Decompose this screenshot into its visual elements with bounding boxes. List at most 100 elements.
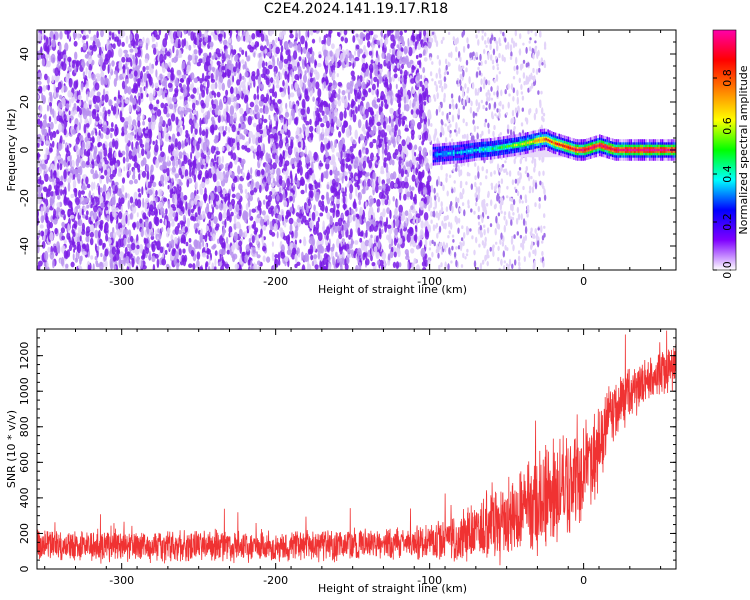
- noise-cell: [386, 224, 392, 229]
- noise-cell: [69, 154, 72, 162]
- noise-cell: [411, 186, 415, 191]
- noise-cell: [248, 224, 251, 231]
- noise-cell: [219, 253, 222, 262]
- noise-cell: [206, 86, 209, 95]
- noise-cell: [179, 256, 182, 262]
- noise-cell: [334, 173, 338, 180]
- noise-cell: [315, 115, 320, 126]
- noise-cell: [60, 256, 65, 267]
- noise-cell: [146, 243, 151, 249]
- noise-cell: [183, 194, 188, 201]
- noise-cell: [238, 240, 243, 247]
- noise-cell: [115, 207, 119, 213]
- noise-cell: [269, 174, 274, 179]
- noise-cell: [307, 198, 311, 207]
- noise-cell: [418, 53, 423, 58]
- noise-cell: [139, 218, 143, 224]
- noise-cell: [379, 67, 383, 73]
- noise-cell: [128, 170, 132, 176]
- noise-cell: [96, 30, 99, 39]
- noise-cell: [41, 92, 44, 101]
- noise-cell: [414, 41, 417, 50]
- noise-cell: [380, 165, 385, 174]
- noise-cell: [268, 64, 273, 70]
- noise-cell: [190, 72, 195, 80]
- noise-cell: [423, 101, 427, 106]
- noise-cell: [182, 151, 187, 156]
- noise-cell: [290, 108, 295, 117]
- noise-cell: [337, 217, 343, 227]
- noise-cell: [138, 259, 142, 267]
- noise-cell: [71, 129, 77, 135]
- noise-cell: [380, 212, 384, 217]
- noise-cell: [301, 58, 305, 66]
- noise-cell: [151, 255, 156, 263]
- noise-cell: [367, 221, 371, 226]
- noise-cell: [235, 61, 238, 69]
- noise-cell: [263, 118, 268, 123]
- noise-cell: [392, 196, 395, 202]
- noise-cell: [352, 214, 356, 222]
- noise-cell: [54, 227, 58, 235]
- noise-cell: [401, 139, 406, 147]
- noise-cell: [85, 197, 90, 203]
- noise-cell: [228, 38, 232, 44]
- noise-cell: [156, 109, 162, 117]
- noise-cell: [409, 159, 413, 168]
- noise-cell: [255, 151, 260, 157]
- noise-cell: [343, 109, 347, 119]
- noise-cell: [188, 96, 191, 102]
- noise-cell: [205, 225, 209, 232]
- noise-cell: [100, 175, 105, 180]
- noise-cell: [273, 46, 276, 54]
- noise-cell: [217, 115, 221, 124]
- noise-cell: [109, 157, 114, 166]
- noise-cell: [249, 101, 255, 108]
- noise-cell: [337, 152, 341, 159]
- noise-cell: [276, 167, 281, 177]
- noise-cell: [338, 243, 341, 252]
- noise-cell: [135, 56, 138, 66]
- noise-cell: [129, 33, 133, 41]
- noise-cell: [81, 211, 84, 216]
- noise-cell: [306, 64, 310, 73]
- noise-cell: [372, 138, 377, 144]
- noise-cell: [198, 58, 204, 64]
- noise-cell: [249, 195, 253, 202]
- noise-cell: [127, 86, 132, 95]
- noise-cell: [242, 31, 247, 38]
- noise-cell: [160, 174, 165, 185]
- noise-cell: [38, 72, 42, 78]
- noise-cell: [318, 200, 322, 208]
- noise-cell: [241, 158, 246, 165]
- noise-cell: [278, 60, 283, 70]
- noise-cell: [336, 255, 340, 264]
- noise-cell: [331, 117, 334, 126]
- noise-cell: [290, 174, 293, 184]
- noise-cell: [392, 138, 396, 148]
- noise-cell: [363, 155, 368, 163]
- noise-cell: [145, 164, 150, 173]
- noise-cell: [209, 41, 214, 48]
- noise-cell: [245, 244, 250, 252]
- noise-cell: [41, 214, 45, 223]
- noise-cell: [137, 120, 141, 128]
- noise-cell: [172, 159, 176, 167]
- noise-cell: [204, 234, 208, 243]
- noise-cell: [169, 182, 173, 190]
- noise-cell: [193, 77, 199, 84]
- noise-cell: [322, 118, 326, 123]
- noise-cell: [196, 100, 200, 106]
- noise-cell: [201, 252, 207, 258]
- noise-cell: [65, 76, 69, 83]
- noise-cell: [335, 93, 338, 98]
- noise-cell: [397, 77, 401, 82]
- noise-cell: [273, 71, 277, 77]
- noise-cell: [231, 124, 236, 133]
- noise-cell: [240, 168, 243, 174]
- noise-cell: [358, 175, 360, 184]
- noise-cell: [175, 40, 178, 49]
- noise-cell: [211, 66, 215, 73]
- noise-cell: [396, 199, 399, 208]
